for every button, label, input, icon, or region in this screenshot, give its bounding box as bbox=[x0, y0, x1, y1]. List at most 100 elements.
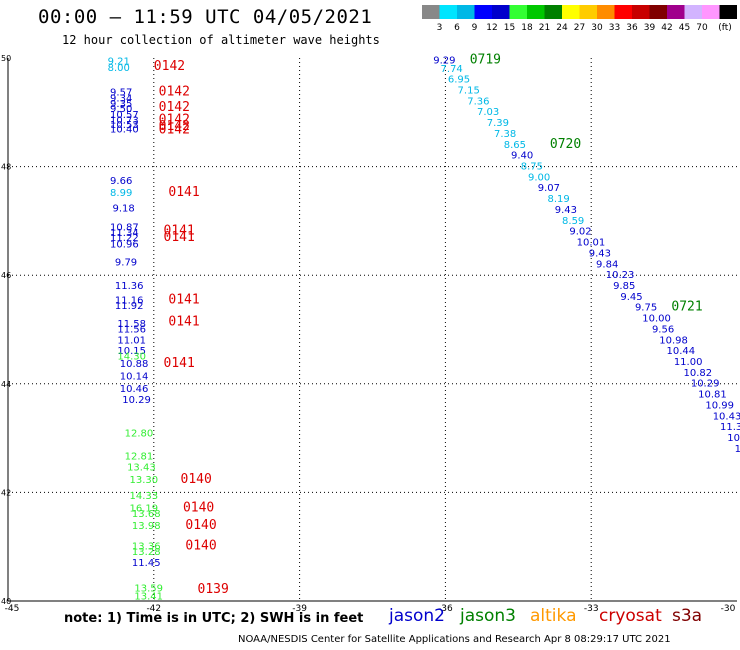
colorbar-swatch bbox=[579, 5, 597, 19]
footer-note: note: 1) Time is in UTC; 2) SWH is in fe… bbox=[64, 611, 364, 626]
wave-height-label: 11.22 bbox=[110, 233, 139, 244]
wave-height-label: 9.35 bbox=[110, 99, 132, 110]
wave-height-label: 10.15 bbox=[117, 346, 146, 357]
colorbar-tick-label: 12 bbox=[486, 23, 497, 33]
colorbar-swatch bbox=[719, 5, 737, 19]
wave-height-label: 10.53 bbox=[110, 120, 139, 131]
satellite-legend-jason3: jason3 bbox=[460, 606, 516, 626]
wave-height-label: 9.02 bbox=[569, 227, 591, 238]
wave-height-label: 10.44 bbox=[667, 346, 696, 357]
wave-height-label: 8.59 bbox=[562, 216, 584, 227]
satellite-legend-s3a: s3a bbox=[672, 606, 703, 626]
wave-height-label: 11.00 bbox=[674, 357, 703, 368]
wave-height-label: 11.92 bbox=[115, 301, 144, 312]
colorbar-tick-label: 33 bbox=[609, 23, 620, 33]
time-label: 0720 bbox=[550, 137, 581, 152]
colorbar-unit: (ft) bbox=[718, 23, 732, 33]
colorbar-swatch bbox=[702, 5, 720, 19]
y-tick-label: 48 bbox=[1, 163, 11, 172]
wave-height-label: 7.03 bbox=[477, 107, 499, 118]
wave-height-label: 10.29 bbox=[122, 395, 151, 406]
colorbar-swatch bbox=[544, 5, 562, 19]
time-label: 0141 bbox=[164, 224, 195, 239]
time-label: 0139 bbox=[198, 582, 229, 597]
wave-height-label: 11.45 bbox=[132, 558, 161, 569]
time-label: 0141 bbox=[164, 230, 195, 245]
wave-height-label: 12.80 bbox=[125, 429, 154, 440]
colorbar-tick-label: 3 bbox=[437, 23, 443, 33]
wave-height-label: 11.01 bbox=[117, 335, 146, 346]
colorbar-swatch bbox=[492, 5, 510, 19]
y-tick-label: 40 bbox=[1, 597, 11, 606]
colorbar-tick-label: 30 bbox=[591, 23, 603, 33]
wave-height-label: 11.2 bbox=[735, 444, 740, 455]
satellite-legend-jason2: jason2 bbox=[389, 606, 445, 626]
time-label: 0142 bbox=[159, 123, 190, 138]
time-label: 0141 bbox=[168, 185, 199, 200]
wave-height-label: 13.28 bbox=[132, 547, 161, 558]
time-label: 0141 bbox=[168, 293, 199, 308]
time-label: 0140 bbox=[185, 518, 216, 533]
wave-height-label: 7.39 bbox=[487, 118, 509, 129]
colorbar-swatch bbox=[439, 5, 457, 19]
wave-height-label: 10.40 bbox=[110, 125, 139, 136]
time-label: 0142 bbox=[154, 59, 185, 74]
x-tick-label: -39 bbox=[292, 604, 307, 614]
wave-height-label: 8.75 bbox=[521, 162, 543, 173]
wave-height-label: 9.66 bbox=[110, 176, 132, 187]
wave-height-label: 10.96 bbox=[110, 240, 139, 251]
wave-height-label: 10.73 bbox=[110, 115, 139, 126]
colorbar-swatch bbox=[562, 5, 580, 19]
wave-height-label: 9.84 bbox=[596, 259, 618, 270]
wave-height-label: 11.56 bbox=[117, 324, 146, 335]
wave-height-label: 10.14 bbox=[120, 372, 149, 383]
wave-height-label: 13.43 bbox=[127, 462, 156, 473]
wave-height-label: 9.21 bbox=[108, 57, 130, 68]
wave-height-label: 11.58 bbox=[117, 319, 146, 330]
satellite-legend-cryosat: cryosat bbox=[599, 606, 662, 626]
colorbar-tick-label: 70 bbox=[696, 23, 708, 33]
wave-height-label: 10.01 bbox=[577, 238, 606, 249]
wave-height-label: 13.41 bbox=[134, 592, 163, 603]
colorbar-tick-label: 6 bbox=[454, 23, 460, 33]
wave-height-label: 8.00 bbox=[108, 63, 130, 74]
wave-height-label: 9.43 bbox=[555, 205, 577, 216]
wave-height-label: 13.59 bbox=[134, 583, 163, 594]
wave-height-label: 11.36 bbox=[115, 281, 144, 292]
page-title: 00:00 – 11:59 UTC 04/05/2021 bbox=[38, 6, 373, 28]
wave-height-label: 13.36 bbox=[132, 542, 161, 553]
time-label: 0142 bbox=[159, 100, 190, 115]
wave-height-label: 9.75 bbox=[635, 303, 657, 314]
colorbar-tick-label: 18 bbox=[521, 23, 533, 33]
wave-height-label: 8.99 bbox=[110, 188, 132, 199]
wave-height-label: 10.82 bbox=[684, 368, 713, 379]
wave-height-label: 16.19 bbox=[130, 504, 159, 515]
y-tick-label: 46 bbox=[1, 271, 11, 280]
colorbar-tick-label: 39 bbox=[644, 23, 656, 33]
colorbar-swatch bbox=[649, 5, 667, 19]
colorbar-swatch bbox=[474, 5, 492, 19]
colorbar-tick-label: 27 bbox=[574, 23, 585, 33]
wave-height-label: 10.29 bbox=[691, 379, 720, 390]
colorbar-swatch bbox=[422, 5, 440, 19]
wave-height-label: 10.88 bbox=[120, 359, 149, 370]
colorbar-swatch bbox=[597, 5, 615, 19]
time-label: 0141 bbox=[168, 314, 199, 329]
time-label: 0140 bbox=[183, 501, 214, 516]
page-subtitle: 12 hour collection of altimeter wave hei… bbox=[62, 33, 380, 47]
wave-height-label: 8.19 bbox=[547, 194, 569, 205]
wave-height-label: 7.15 bbox=[458, 85, 480, 96]
wave-height-label: 10.43 bbox=[713, 411, 740, 422]
wave-height-label: 14.30 bbox=[117, 352, 146, 363]
colorbar-tick-label: 36 bbox=[626, 23, 638, 33]
x-tick-label: -45 bbox=[5, 604, 20, 614]
x-tick-label: -30 bbox=[721, 604, 736, 614]
wave-height-label: 10.70 bbox=[727, 433, 740, 444]
time-label: 0141 bbox=[164, 356, 195, 371]
wave-height-label: 10.98 bbox=[659, 335, 688, 346]
colorbar-swatch bbox=[509, 5, 527, 19]
colorbar-swatch bbox=[632, 5, 650, 19]
wave-height-label: 9.00 bbox=[528, 172, 550, 183]
